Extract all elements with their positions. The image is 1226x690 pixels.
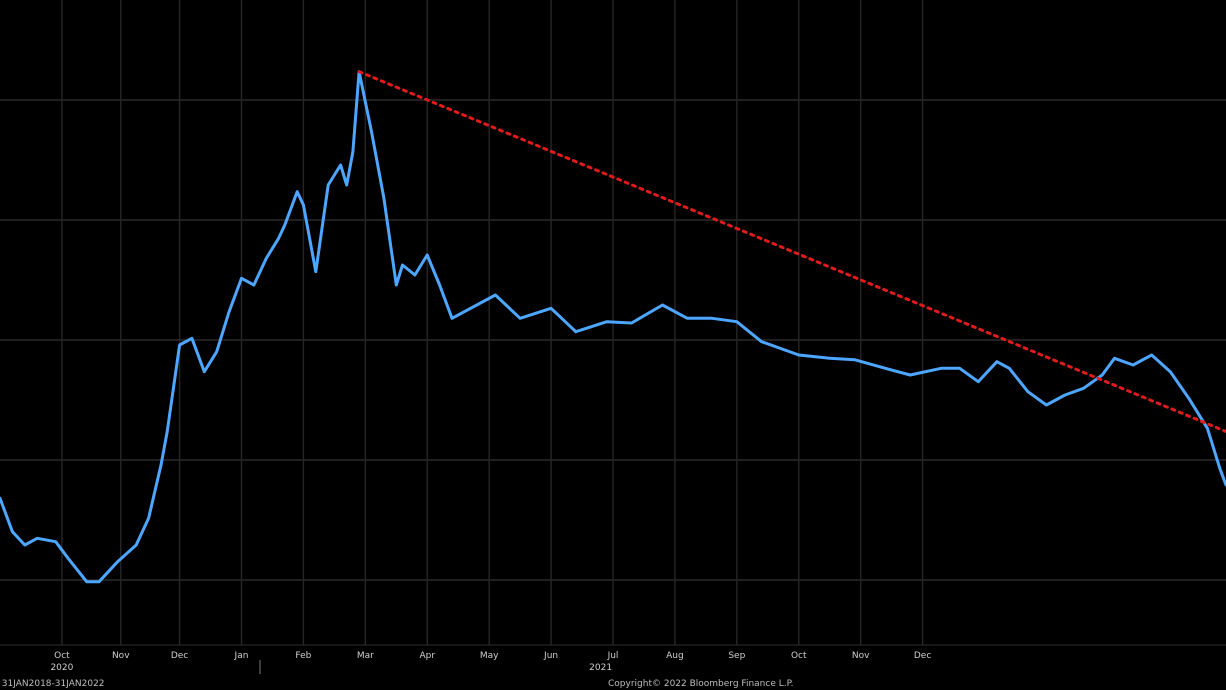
year-label: 2021: [589, 663, 612, 673]
year-labels: 2020 2021: [50, 663, 612, 673]
x-tick-label: Jul: [607, 651, 619, 661]
copyright-label: Copyright© 2022 Bloomberg Finance L.P.: [608, 679, 793, 689]
x-tick-label: Dec: [171, 651, 188, 661]
x-tick-label: Jan: [234, 651, 249, 661]
date-range-label: D 31JAN2018-31JAN2022: [0, 679, 105, 689]
x-tick-label: Jun: [543, 651, 558, 661]
x-tick-label: Aug: [666, 651, 684, 661]
x-tick-labels: Oct Nov Dec Jan Feb Mar Apr May Jun Jul Aug Sep Oct N…: [54, 651, 931, 661]
x-tick-label: Nov: [852, 651, 870, 661]
x-tick-label: Oct: [54, 651, 70, 661]
x-tick-label: Dec: [914, 651, 931, 661]
year-label: 2020: [50, 663, 73, 673]
series-layer: [0, 70, 1226, 584]
trendline: [357, 70, 1226, 434]
x-tick-label: Apr: [419, 651, 435, 661]
x-tick-label: May: [480, 651, 499, 661]
x-tick-label: Nov: [112, 651, 130, 661]
series-line: [0, 70, 1226, 584]
x-tick-label: Feb: [295, 651, 311, 661]
x-tick-label: Oct: [791, 651, 807, 661]
trendline-layer: [357, 70, 1226, 434]
x-tick-label: Mar: [357, 651, 374, 661]
x-tick-label: Sep: [728, 651, 745, 661]
